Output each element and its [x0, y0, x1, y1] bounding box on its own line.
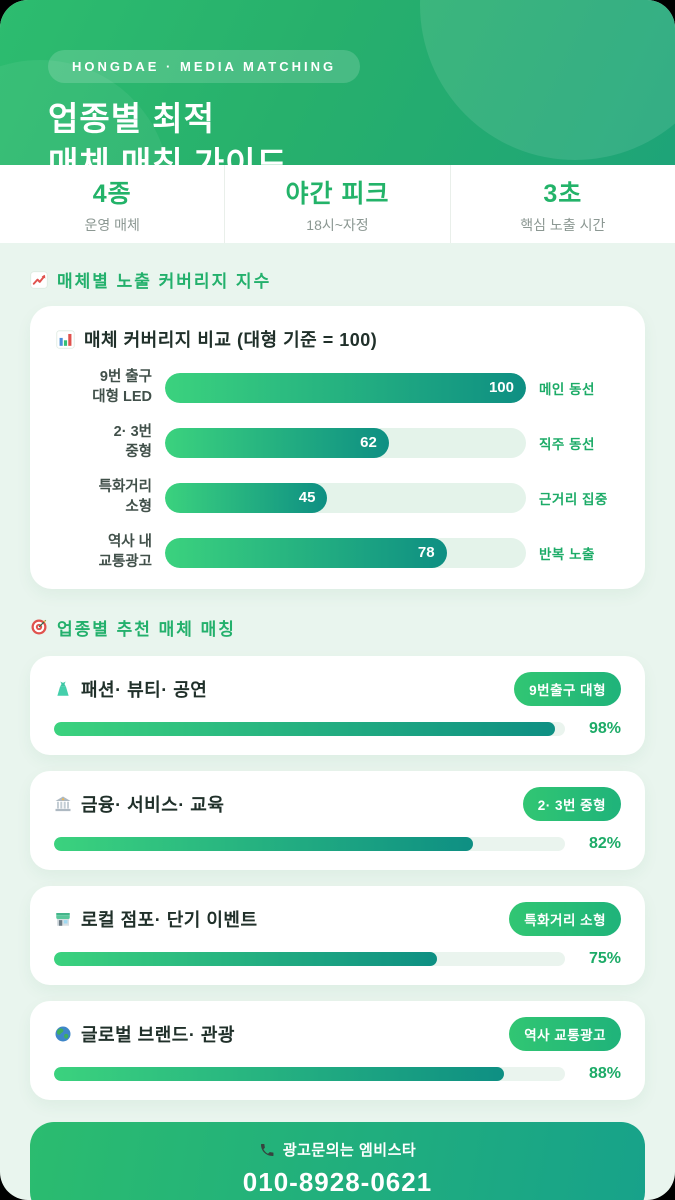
dress-icon	[54, 680, 72, 698]
cta-contact-button[interactable]: 광고문의는 엠비스타 010-8928-0621	[30, 1121, 645, 1200]
chart-increasing-icon	[30, 270, 48, 289]
match-track	[54, 1066, 565, 1081]
stat-label: 운영 매체	[84, 216, 140, 233]
bar-chart-icon	[56, 329, 75, 349]
title-line-2: 매체 매칭 가이드	[48, 145, 288, 165]
match-percent: 98%	[588, 719, 621, 737]
bar-annotation: 근거리 집중	[539, 491, 608, 507]
bar-label: 9번 출구 대형 LED	[92, 369, 152, 405]
coverage-bar-row: 9번 출구 대형 LED 100 메인 동선	[56, 368, 619, 407]
match-track	[54, 836, 565, 851]
page-title: 업종별 최적 매체 매칭 가이드	[48, 96, 627, 165]
match-card-fashion: 패션· 뷰티· 공연 9번출구 대형 98%	[30, 655, 645, 755]
match-badge: 9번출구 대형	[514, 671, 621, 706]
match-card-local: 로컬 점포· 단기 이벤트 특화거리 소형 75%	[30, 885, 645, 985]
coverage-section-title: 매체별 노출 커버리지 지수	[30, 267, 645, 292]
stat-item-peak: 야간 피크 18시~자정	[225, 165, 451, 243]
match-label: 패션· 뷰티· 공연	[54, 676, 207, 702]
bar-label: 특화거리 소형	[98, 479, 152, 515]
stat-item-exposure: 3초 핵심 노출 시간	[451, 165, 675, 243]
bar-track: 78	[165, 537, 526, 568]
store-icon	[54, 910, 72, 928]
match-percent: 75%	[588, 949, 621, 967]
bar-label: 2· 3번 중형	[113, 424, 152, 460]
bar-value: 78	[417, 544, 435, 562]
match-badge: 특화거리 소형	[509, 901, 621, 936]
match-percent: 88%	[588, 1064, 621, 1082]
coverage-card-title: 매체 커버리지 비교 (대형 기준 = 100)	[56, 326, 619, 352]
main-content: 매체별 노출 커버리지 지수 매체 커버리지 비교 (대형 기준 = 100) …	[0, 243, 675, 1200]
match-fill	[54, 1066, 504, 1081]
stat-value: 3초	[543, 179, 583, 208]
bar-track: 45	[165, 482, 526, 513]
match-percent: 82%	[588, 834, 621, 852]
coverage-bar-row: 특화거리 소형 45 근거리 집중	[56, 478, 619, 517]
coverage-card: 매체 커버리지 비교 (대형 기준 = 100) 9번 출구 대형 LED 100…	[30, 306, 645, 589]
stat-value: 4종	[92, 179, 132, 208]
match-card-global: 글로벌 브랜드· 관광 역사 교통광고 88%	[30, 1000, 645, 1100]
match-fill	[54, 951, 438, 966]
globe-icon	[54, 1025, 72, 1043]
match-badge: 2· 3번 중형	[522, 786, 621, 821]
bar-fill: 100	[165, 372, 526, 403]
bar-annotation: 메인 동선	[539, 381, 595, 397]
bar-value: 45	[298, 489, 316, 507]
bar-fill: 62	[165, 427, 389, 458]
cta-label: 광고문의는 엠비스타	[282, 1142, 417, 1159]
title-line-1: 업종별 최적	[48, 100, 215, 137]
bar-annotation: 반복 노출	[539, 546, 595, 562]
stat-label: 핵심 노출 시간	[520, 216, 606, 233]
match-label: 금융· 서비스· 교육	[54, 791, 224, 817]
match-track	[54, 951, 565, 966]
bar-fill: 45	[165, 482, 328, 513]
bank-icon	[54, 795, 72, 813]
match-label: 글로벌 브랜드· 관광	[54, 1021, 235, 1047]
match-label: 로컬 점포· 단기 이벤트	[54, 906, 258, 932]
bar-track: 100	[165, 372, 526, 403]
cta-phone-number: 010-8928-0621	[242, 1167, 433, 1197]
target-icon	[30, 618, 48, 636]
phone-receiver-icon	[259, 1142, 275, 1158]
match-fill	[54, 721, 555, 736]
stat-value: 야간 피크	[285, 179, 390, 208]
bar-track: 62	[165, 427, 526, 458]
bar-annotation: 직주 동선	[539, 436, 595, 452]
bar-fill: 78	[165, 537, 447, 568]
matching-section-title: 업종별 추천 매체 매칭	[30, 615, 645, 640]
hongdae-badge: HONGDAE · MEDIA MATCHING	[48, 50, 361, 83]
stat-label: 18시~자정	[306, 216, 369, 233]
stats-row: 4종 운영 매체 야간 피크 18시~자정 3초 핵심 노출 시간	[0, 165, 675, 243]
match-track	[54, 721, 565, 736]
header: HONGDAE · MEDIA MATCHING 업종별 최적 매체 매칭 가이…	[0, 0, 675, 165]
match-card-finance: 금융· 서비스· 교육 2· 3번 중형 82%	[30, 770, 645, 870]
stat-item-media-count: 4종 운영 매체	[0, 165, 226, 243]
match-badge: 역사 교통광고	[509, 1016, 621, 1051]
bar-label: 역사 내 교통광고	[98, 534, 152, 570]
bar-value: 62	[360, 434, 377, 452]
bar-value: 100	[488, 379, 514, 397]
coverage-bar-row: 역사 내 교통광고 78 반복 노출	[56, 533, 619, 572]
match-fill	[54, 836, 474, 851]
coverage-bar-row: 2· 3번 중형 62 직주 동선	[56, 423, 619, 462]
